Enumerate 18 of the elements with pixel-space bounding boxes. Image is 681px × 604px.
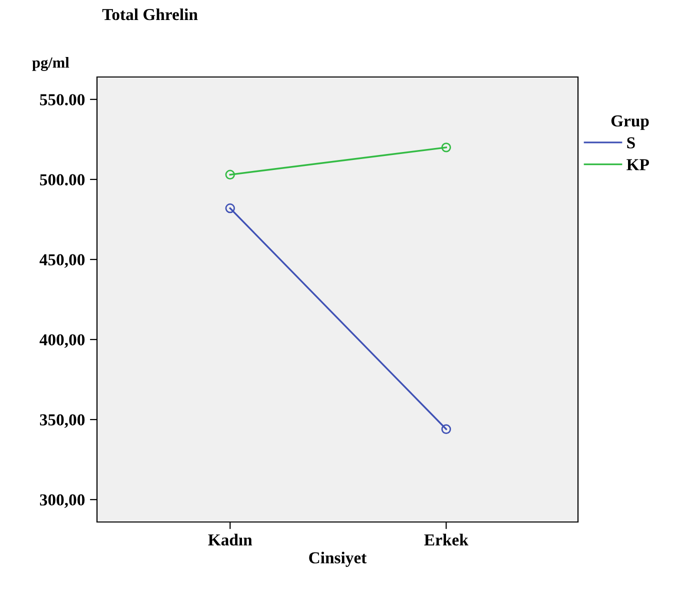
point: [225, 170, 235, 180]
point: [441, 424, 452, 434]
x-tick-label: Erkek: [424, 534, 468, 546]
y-tick-label: 450,00: [40, 254, 85, 268]
legend-label: KP: [626, 159, 650, 170]
x-axis-title: Cinsiyet: [309, 552, 367, 567]
y-tick-label: 500.00: [40, 174, 85, 186]
point: [441, 142, 452, 152]
y-tick-label: 300,00: [40, 494, 85, 508]
legend-title: Grup: [611, 115, 649, 130]
point: [225, 203, 235, 214]
legend-label: S: [627, 137, 635, 148]
y-tick-label: 550.00: [40, 94, 85, 106]
y-tick-label: 400,00: [40, 334, 85, 348]
y-axis-title: pg/ml: [32, 57, 70, 71]
chart-title: Total Ghrelin: [102, 8, 198, 20]
y-tick-label: 350,00: [40, 414, 85, 428]
x-tick-label: Kadın: [208, 534, 252, 546]
